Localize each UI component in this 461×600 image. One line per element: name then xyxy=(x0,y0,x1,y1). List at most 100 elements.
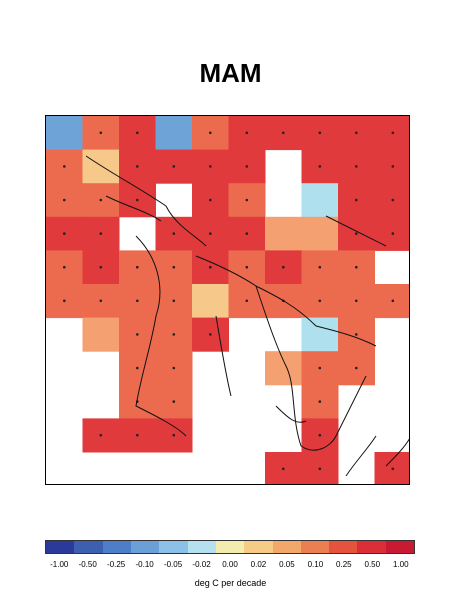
significance-dot xyxy=(318,467,322,471)
grid-cell xyxy=(265,216,302,251)
significance-dot xyxy=(63,299,66,303)
coastline-border xyxy=(300,375,367,451)
significance-dot xyxy=(318,299,322,303)
colorbar-tick-label: 0.05 xyxy=(279,560,295,569)
coastline-border xyxy=(345,435,377,477)
significance-dot xyxy=(172,400,176,403)
colorbar-swatch xyxy=(102,541,131,553)
significance-dot xyxy=(99,433,103,437)
significance-dot xyxy=(245,198,249,202)
significance-dot xyxy=(63,232,66,235)
significance-dot xyxy=(391,232,395,235)
colorbar-tick-label: 0.50 xyxy=(364,560,381,569)
significance-dot xyxy=(63,265,66,269)
colorbar-swatch xyxy=(329,541,358,553)
significance-dot xyxy=(209,333,212,336)
significance-dot xyxy=(136,165,139,168)
significance-dot xyxy=(209,131,212,135)
map-panel xyxy=(45,115,410,485)
significance-dot xyxy=(318,400,322,403)
significance-dot xyxy=(99,232,103,235)
significance-dot xyxy=(245,265,249,269)
colorbar-swatch xyxy=(244,541,273,553)
colorbar-tick-label: -0.02 xyxy=(192,560,211,569)
significance-dot xyxy=(136,198,139,202)
significance-dot xyxy=(355,366,358,370)
significance-dot xyxy=(282,131,285,135)
colorbar-tick-label: -0.10 xyxy=(135,560,154,569)
grid-cell xyxy=(155,116,193,151)
coastline-border xyxy=(105,195,162,222)
significance-dot xyxy=(99,198,103,202)
colorbar-swatch xyxy=(357,541,386,553)
significance-dot xyxy=(391,198,395,202)
colorbar-tick-label: 0.00 xyxy=(222,560,238,569)
significance-dot xyxy=(391,299,395,303)
map-title: MAM xyxy=(199,58,262,88)
significance-dot xyxy=(318,131,322,135)
significance-dot xyxy=(209,198,212,202)
colorbar-tick-label: 0.10 xyxy=(307,560,324,569)
colorbar-swatch xyxy=(159,541,188,553)
colorbar-swatch xyxy=(46,541,75,553)
significance-dot xyxy=(172,265,176,269)
significance-dot xyxy=(245,299,249,303)
colorbar xyxy=(45,540,415,554)
colorbar-tick-label: -0.50 xyxy=(78,560,97,569)
significance-dot xyxy=(318,265,322,269)
coastline-border xyxy=(85,155,207,247)
significance-dot xyxy=(355,333,358,336)
significance-dot xyxy=(136,433,139,437)
grid-cell xyxy=(82,149,120,184)
colorbar-swatch xyxy=(215,541,245,553)
significance-dot xyxy=(355,198,358,202)
significance-dot xyxy=(172,165,176,168)
colorbar-units-label: deg C per decade xyxy=(194,578,267,588)
coastline-border xyxy=(215,315,232,397)
colorbar-swatch xyxy=(130,541,160,553)
significance-dot xyxy=(63,165,66,168)
significance-dot xyxy=(318,433,322,437)
grid-cell xyxy=(265,351,302,386)
significance-dot xyxy=(63,198,66,202)
significance-dot xyxy=(172,299,176,303)
significance-dot xyxy=(355,131,358,135)
significance-dot xyxy=(99,131,103,135)
significance-dot xyxy=(282,265,285,269)
significance-dot xyxy=(318,366,322,370)
colorbar-tick-label: 0.25 xyxy=(336,560,352,569)
significance-dot xyxy=(136,366,139,370)
colorbar-ticks: -1.00 -0.50 -0.25 -0.10 -0.05 -0.02 0.00 0.02 0.… xyxy=(45,560,415,574)
colorbar-swatch xyxy=(187,541,216,553)
significance-dot xyxy=(245,232,249,235)
significance-dot xyxy=(172,433,176,437)
significance-dot xyxy=(209,232,212,235)
colorbar-tick-label: 1.00 xyxy=(392,560,409,569)
colorbar-swatch xyxy=(300,541,330,553)
significance-dot xyxy=(99,265,103,269)
significance-dot xyxy=(391,165,395,168)
colorbar-tick-label: -1.00 xyxy=(50,560,69,569)
coastline-border xyxy=(195,255,377,347)
coastline-border xyxy=(275,405,307,423)
coastline-border xyxy=(135,235,187,437)
significance-dot xyxy=(172,366,176,370)
grid-cell xyxy=(374,452,409,484)
significance-dot xyxy=(209,265,212,269)
significance-dot xyxy=(172,333,176,336)
significance-dot xyxy=(99,299,103,303)
significance-dot xyxy=(318,165,322,168)
grid-cell xyxy=(301,317,339,352)
significance-dot xyxy=(245,165,249,168)
grid-cell xyxy=(301,183,339,218)
significance-dot xyxy=(136,299,139,303)
colorbar-tick-label: 0.02 xyxy=(250,560,267,569)
grid-cell xyxy=(301,216,339,251)
significance-dot xyxy=(282,467,285,471)
coastline-border xyxy=(385,438,409,467)
significance-dot xyxy=(355,232,358,235)
significance-dot xyxy=(209,165,212,168)
significance-dot xyxy=(391,467,395,471)
coastline-border xyxy=(325,215,387,247)
significance-dot xyxy=(355,299,358,303)
